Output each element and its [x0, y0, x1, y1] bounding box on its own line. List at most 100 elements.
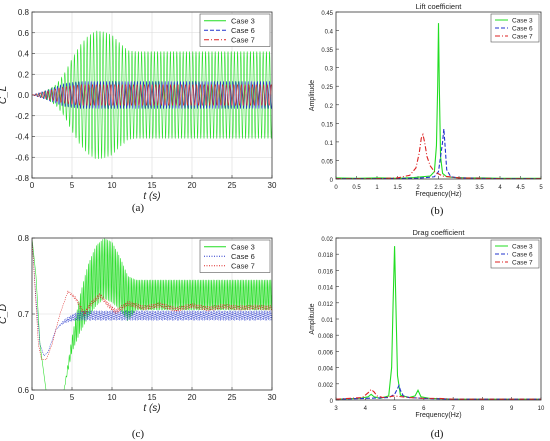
legend-label: Case 7 [512, 260, 533, 267]
x-axis-label: t (s) [143, 403, 160, 414]
series-line-case-3 [32, 238, 272, 390]
y-axis-label: C_D [0, 304, 9, 324]
y-axis-label: C_L [0, 86, 9, 104]
legend-label: Case 7 [231, 261, 255, 270]
axes-frame [31, 237, 273, 391]
y-tick-label: 0.4 [18, 50, 30, 59]
legend-label: Case 3 [231, 16, 255, 25]
y-tick-label: 0.018 [318, 253, 334, 259]
chart-b-group: 0 0.5 1 1.5 2 2.5 3 3.5 4 4.5 5 0 0.05 0.1 0.15 0.2 0.25… [309, 2, 543, 198]
series-line-case-7 [32, 238, 272, 360]
x-tick-label: 5 [393, 406, 397, 412]
y-tick-label: 0.6 [18, 386, 30, 395]
y-tick-label: -0.2 [15, 112, 29, 121]
legend-box [199, 13, 271, 47]
legend-label: Case 3 [512, 244, 533, 251]
x-tick-label: 10 [108, 181, 117, 190]
legend-label: Case 6 [231, 26, 255, 35]
y-tick-label: 0.2 [18, 70, 30, 79]
y-tick-label: -0.4 [15, 133, 29, 142]
y-tick-label: 0.7 [18, 310, 30, 319]
chart-title: Drag coefficient [413, 228, 466, 237]
x-tick-label: 10 [108, 393, 117, 402]
y-tick-label: 0.4 [325, 30, 334, 36]
axes-frame [31, 11, 273, 179]
x-tick-label: 0 [30, 393, 35, 402]
caption-d: (d) [431, 428, 444, 440]
x-tick-label: 15 [148, 393, 157, 402]
series-line-case-6 [32, 80, 272, 110]
legend-label: Case 7 [231, 35, 255, 44]
x-tick-label: 6 [422, 406, 426, 412]
y-tick-label: 0 [330, 178, 334, 184]
y-tick-label: -0.8 [15, 174, 29, 183]
y-axis-label: Amplitude [309, 303, 316, 334]
y-tick-label: 0.002 [318, 383, 334, 389]
x-tick-label: 0 [30, 181, 35, 190]
chart-title: Lift coefficient [416, 2, 463, 11]
y-tick-label: 0.05 [321, 159, 333, 165]
y-tick-label: 0.004 [318, 367, 334, 373]
caption-b: (b) [431, 205, 444, 217]
x-tick-label: 20 [188, 393, 197, 402]
x-tick-label: 3.5 [475, 185, 484, 191]
x-tick-label: 5 [70, 181, 75, 190]
x-tick-label: 4 [498, 185, 502, 191]
series-line-case-6 [32, 238, 272, 357]
y-axis-label: Amplitude [309, 80, 316, 111]
caption-c: (c) [132, 428, 145, 440]
y-tick-label: 0.15 [321, 122, 333, 128]
x-tick-label: 8 [481, 406, 485, 412]
y-tick-label: 0.35 [321, 48, 333, 54]
y-tick-label: 0.8 [18, 234, 30, 243]
y-tick-label: 0.02 [321, 237, 333, 243]
y-tick-label: 0.6 [18, 29, 30, 38]
x-tick-label: 7 [451, 406, 455, 412]
x-tick-label: 9 [510, 406, 514, 412]
legend-label: Case 3 [231, 242, 255, 251]
x-tick-label: 3 [334, 406, 338, 412]
x-tick-label: 2 [416, 185, 420, 191]
series-line-case-7 [32, 84, 272, 106]
y-tick-label: 0.45 [321, 11, 333, 17]
x-tick-label: 25 [228, 393, 237, 402]
legend-label: Case 6 [231, 252, 255, 261]
legend-label: Case 6 [512, 252, 533, 259]
x-tick-label: 4 [364, 406, 368, 412]
x-axis-label: Frequency(Hz) [415, 412, 461, 419]
x-tick-label: 25 [228, 181, 237, 190]
x-axis-label: t (s) [143, 191, 160, 202]
chart-d-group: 3 4 5 6 7 8 9 10 0 0.002 0.004 0.006 0.008 0.01 0.012 0… [309, 228, 545, 419]
x-tick-label: 30 [268, 393, 277, 402]
y-tick-label: 0.0 [18, 91, 30, 100]
y-tick-label: 0.25 [321, 85, 333, 91]
x-tick-label: 0.5 [352, 185, 361, 191]
x-tick-label: 5 [539, 185, 543, 191]
x-tick-label: 20 [188, 181, 197, 190]
y-tick-label: 0.01 [321, 318, 333, 324]
x-tick-label: 2.5 [434, 185, 443, 191]
y-tick-label: 0.006 [318, 350, 334, 356]
y-tick-label: 0.2 [325, 104, 334, 110]
axes-frame [335, 237, 542, 401]
x-tick-label: 5 [70, 393, 75, 402]
x-tick-label: 3 [457, 185, 461, 191]
y-tick-label: -0.6 [15, 153, 29, 162]
legend-label: Case 7 [512, 34, 533, 41]
x-tick-label: 1 [375, 185, 379, 191]
caption-a: (a) [132, 202, 145, 214]
series-line-case-3 [336, 23, 541, 179]
x-tick-label: 15 [148, 181, 157, 190]
y-tick-label: 0.012 [318, 302, 334, 308]
legend-label: Case 3 [512, 18, 533, 25]
x-tick-label: 1.5 [393, 185, 402, 191]
y-tick-label: 0.1 [325, 141, 334, 147]
y-tick-label: 0.014 [318, 286, 334, 292]
x-tick-label: 10 [538, 406, 545, 412]
x-axis-label: Frequency(Hz) [415, 191, 461, 198]
